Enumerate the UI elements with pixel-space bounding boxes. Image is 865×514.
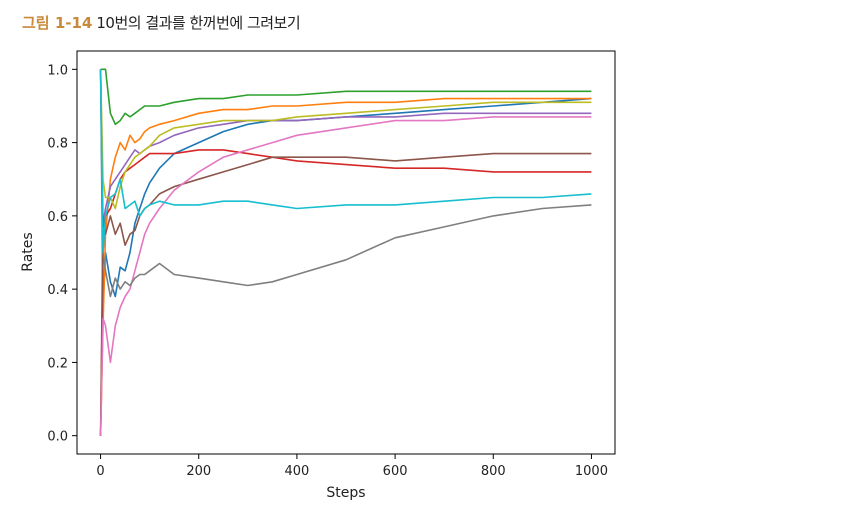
y-tick-label: 0.4 — [47, 283, 68, 298]
series-layer — [99, 68, 592, 436]
figure-caption: 그림 1-14 10번의 결과를 한꺼번에 그려보기 — [22, 12, 301, 36]
x-tick-label: 1000 — [575, 464, 608, 479]
x-tick-label: 200 — [186, 464, 211, 479]
y-tick-label: 0.0 — [47, 430, 68, 445]
figure-caption-label: 그림 1-14 — [22, 14, 93, 32]
series-line-1 — [99, 69, 592, 309]
y-axis-label: Rates — [20, 232, 36, 271]
series-line-6 — [99, 152, 592, 436]
tick-layer: 0 200 400 600 800 1000 0.0 0.2 0.4 0.6 0.8 1.0 — [47, 63, 608, 479]
y-tick-label: 0.2 — [47, 356, 68, 371]
series-line-3 — [100, 68, 592, 126]
series-line-8 — [99, 69, 592, 298]
x-axis-label: Steps — [326, 485, 365, 501]
x-tick-label: 600 — [383, 464, 408, 479]
figure-caption-text: 10번의 결과를 한꺼번에 그려보기 — [96, 14, 301, 32]
y-tick-label: 1.0 — [47, 63, 68, 78]
series-line-2 — [99, 97, 592, 436]
x-tick-label: 400 — [284, 464, 309, 479]
x-tick-label: 800 — [481, 464, 506, 479]
series-line-5 — [99, 69, 592, 224]
series-line-10 — [99, 69, 592, 254]
series-line-4 — [99, 149, 592, 436]
plot-frame — [76, 50, 616, 455]
x-tick-label: 0 — [96, 464, 104, 479]
y-tick-label: 0.6 — [47, 210, 68, 225]
y-tick-label: 0.8 — [47, 137, 68, 152]
series-line-9 — [99, 69, 592, 210]
series-line-7 — [99, 116, 592, 436]
